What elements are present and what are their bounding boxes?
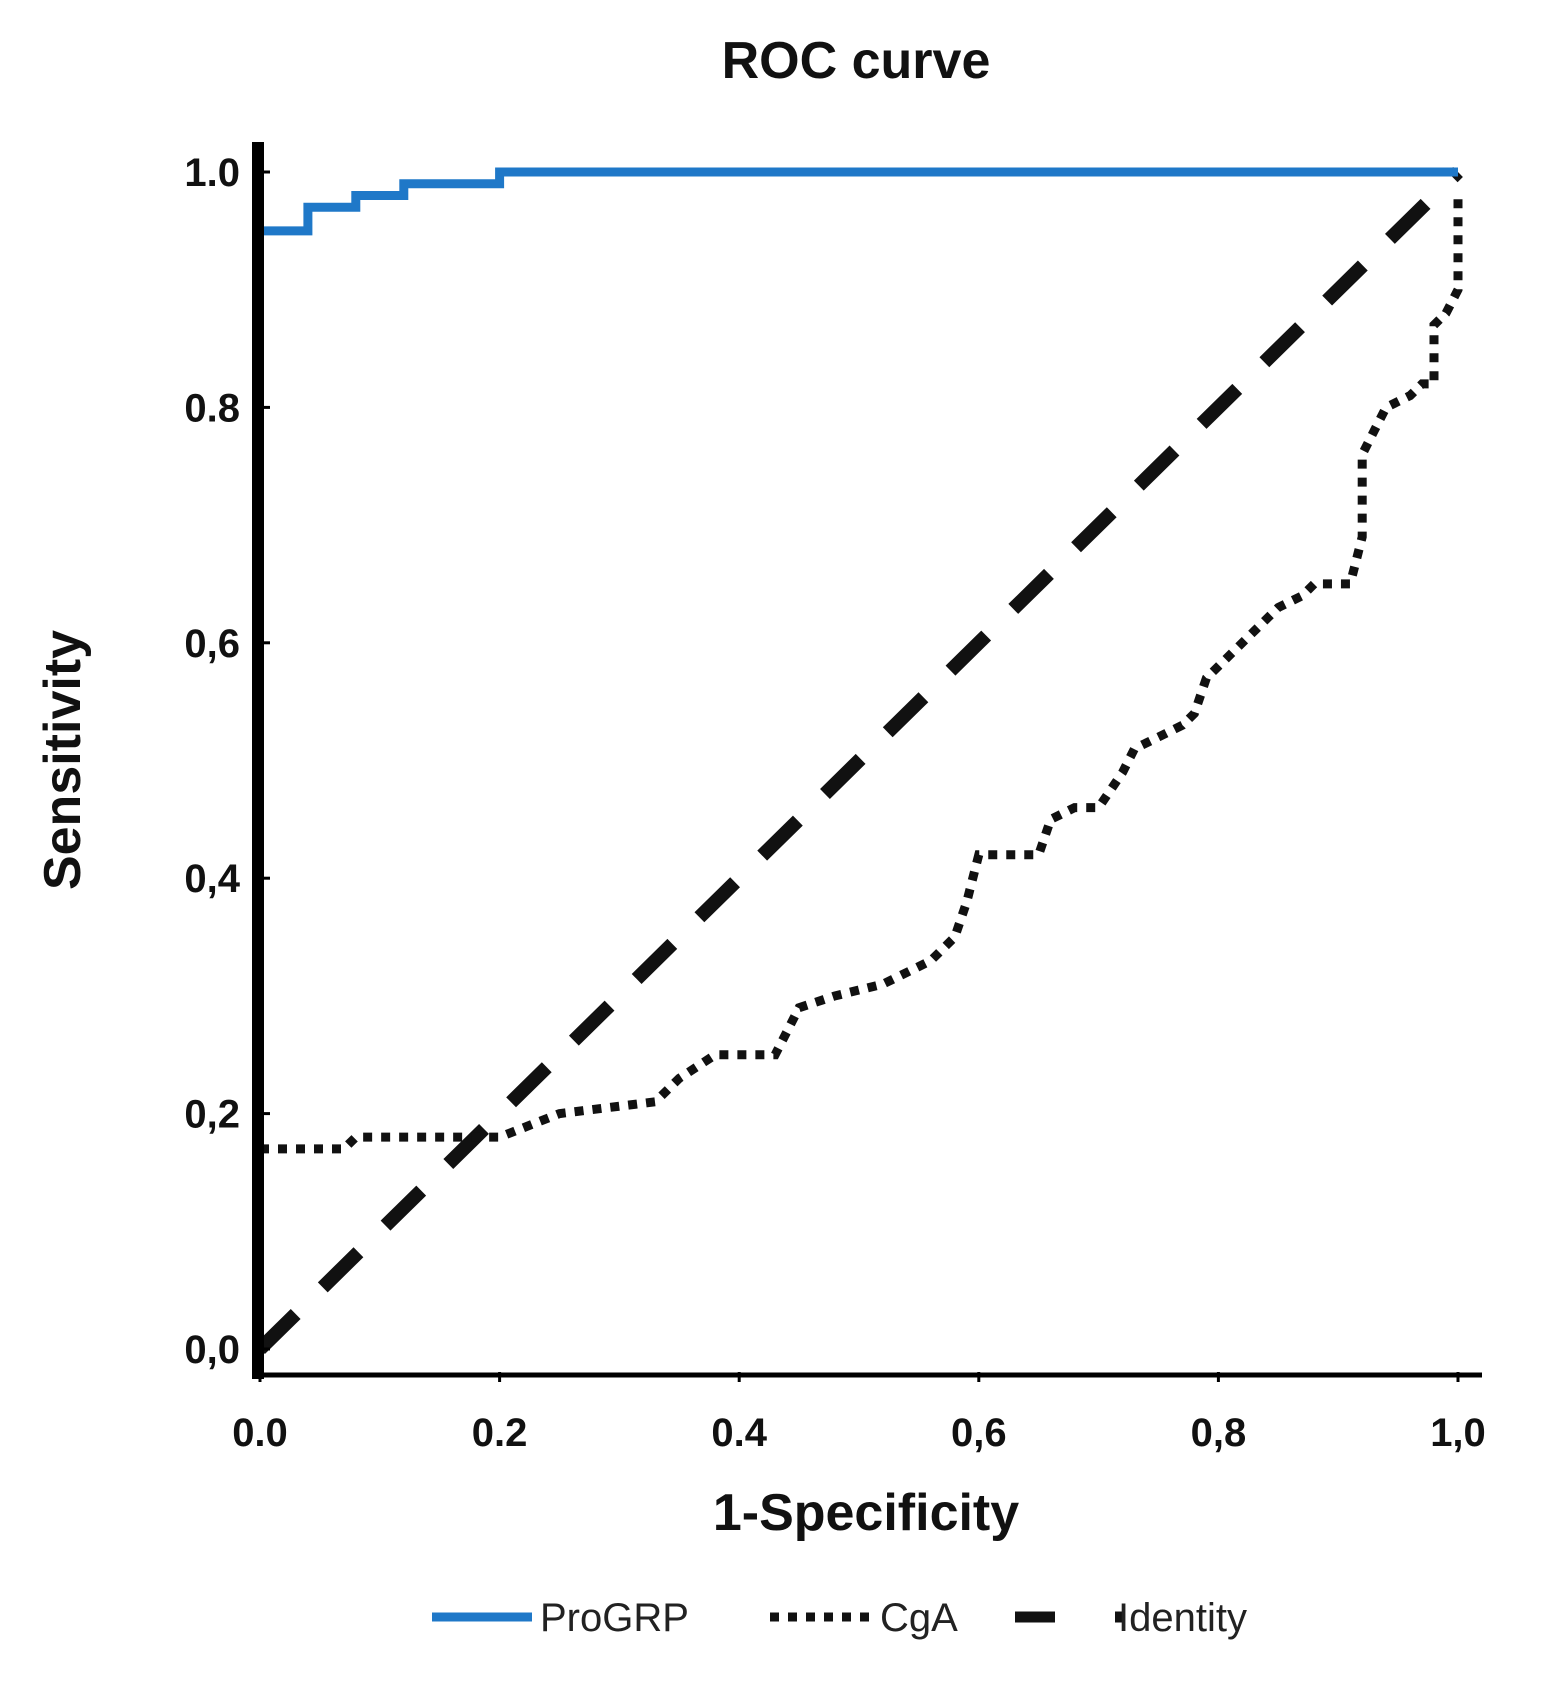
series-identity-line bbox=[255, 167, 1463, 1354]
y-tick-label: 0,4 bbox=[184, 857, 240, 901]
legend-label-cga: CgA bbox=[880, 1596, 958, 1640]
chart-title: ROC curve bbox=[722, 32, 991, 90]
y-axis-label: Sensitivity bbox=[34, 630, 92, 890]
x-tick-label: 1,0 bbox=[1430, 1411, 1486, 1455]
legend-label-identity: Identity bbox=[1118, 1596, 1247, 1640]
x-tick-label: 0,8 bbox=[1191, 1411, 1247, 1455]
x-tick-label: 0,6 bbox=[951, 1411, 1007, 1455]
x-tick-label: 0.0 bbox=[232, 1411, 288, 1455]
series-cga-line bbox=[260, 195, 1463, 1154]
legend: ProGRP CgA Identity bbox=[432, 1596, 1247, 1640]
x-tick-label: 0.4 bbox=[711, 1411, 767, 1455]
x-axis-label: 1-Specificity bbox=[713, 1484, 1019, 1542]
legend-label-progrp: ProGRP bbox=[540, 1596, 689, 1640]
series-progrp-line bbox=[260, 167, 1458, 236]
y-tick-label: 0,6 bbox=[184, 622, 240, 666]
ticks-layer: 0.0 0.2 0.4 0,6 0,8 1,0 0,0 0,2 0,4 0,6 0.8 1.0 bbox=[184, 151, 1485, 1455]
y-tick-label: 1.0 bbox=[184, 151, 240, 195]
x-tick-label: 0.2 bbox=[472, 1411, 528, 1455]
y-tick-label: 0,0 bbox=[184, 1328, 240, 1372]
y-tick-label: 0,2 bbox=[184, 1093, 240, 1137]
y-tick-label: 0.8 bbox=[184, 386, 240, 430]
data-layer bbox=[255, 167, 1463, 1354]
